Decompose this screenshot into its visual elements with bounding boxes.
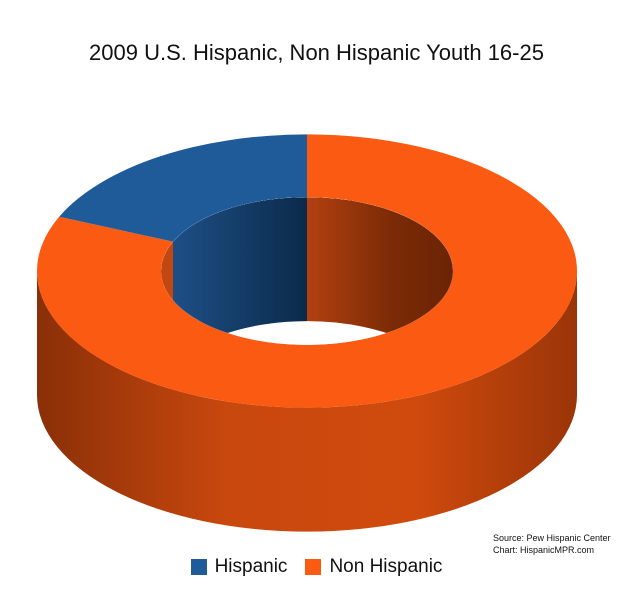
- credit-line: Chart: HispanicMPR.com: [493, 545, 595, 555]
- source-line: Source: Pew Hispanic Center: [493, 533, 611, 543]
- legend-swatch-hispanic: [190, 559, 207, 575]
- outer-wall: [37, 271, 577, 532]
- legend-label-non-hispanic: Non Hispanic: [329, 556, 443, 577]
- slice-non-hispanic: [37, 134, 578, 408]
- legend-label-hispanic: Hispanic: [214, 556, 288, 577]
- inner-wall-hispanic: [173, 197, 307, 345]
- legend-item-non-hispanic: Non Hispanic: [305, 556, 442, 578]
- source-note: Source: Pew Hispanic Center Chart: Hispa…: [493, 532, 611, 556]
- inner-wall-non-hispanic: [307, 197, 453, 345]
- chart-title: 2009 U.S. Hispanic, Non Hispanic Youth 1…: [89, 40, 544, 65]
- legend-item-hispanic: Hispanic: [190, 556, 288, 578]
- legend: Hispanic Non Hispanic: [0, 556, 633, 578]
- slice-hispanic: [59, 134, 308, 242]
- legend-swatch-non-hispanic: [305, 559, 322, 575]
